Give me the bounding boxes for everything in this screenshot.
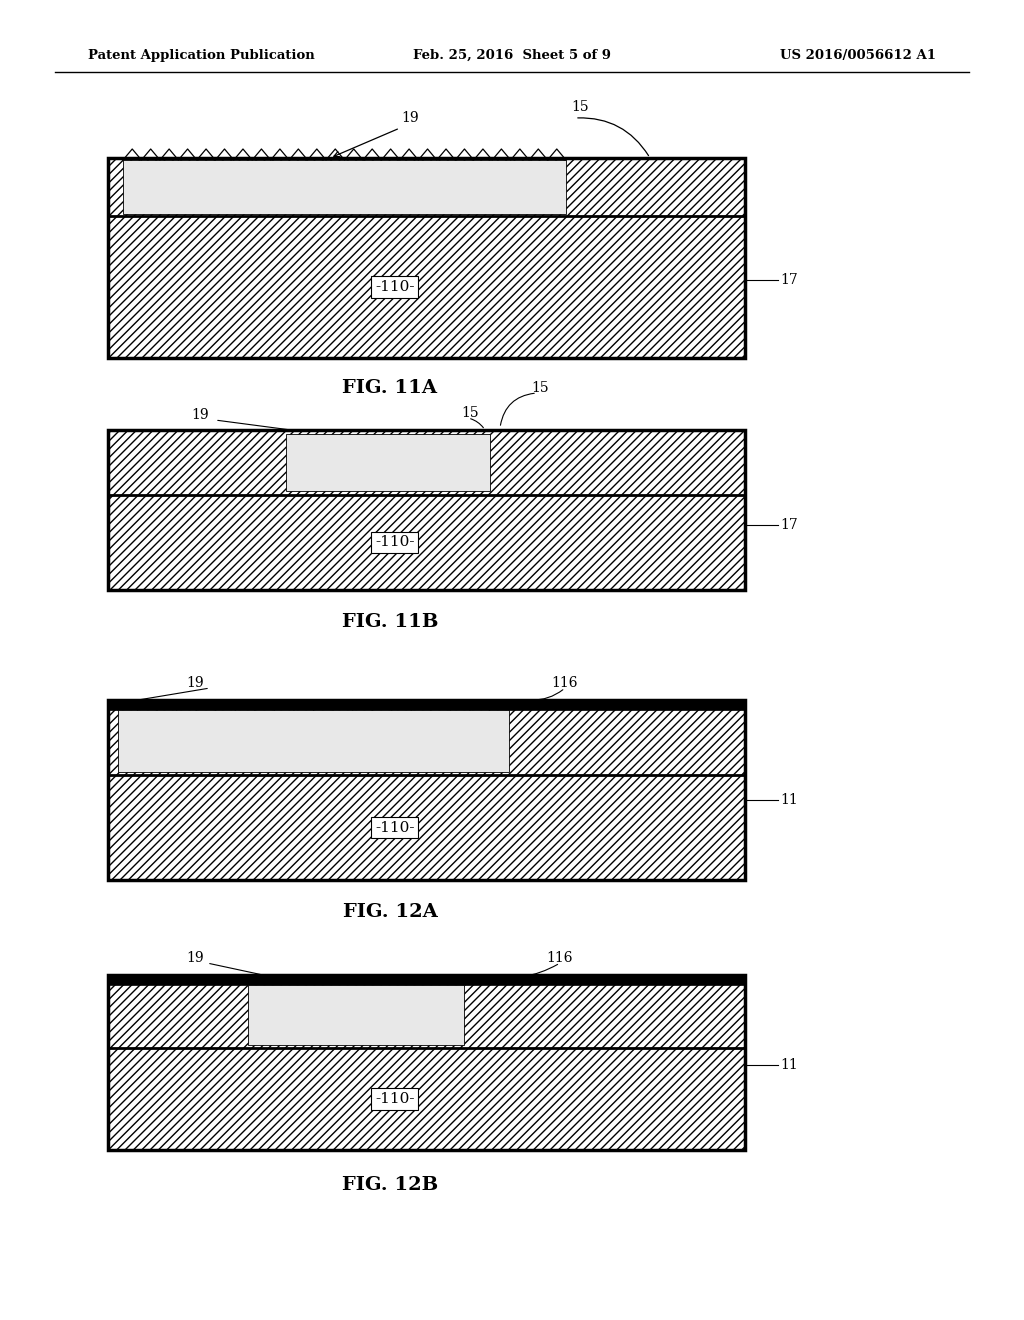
Bar xyxy=(108,975,745,985)
Text: 17: 17 xyxy=(780,517,798,532)
Text: 19: 19 xyxy=(186,950,204,965)
Text: FIG. 11B: FIG. 11B xyxy=(342,612,438,631)
Bar xyxy=(286,434,490,491)
Bar xyxy=(108,700,745,775)
Bar xyxy=(108,495,745,590)
Text: -110-: -110- xyxy=(375,1092,415,1106)
Text: -110-: -110- xyxy=(375,821,415,834)
Bar xyxy=(108,775,745,880)
Text: 11: 11 xyxy=(780,793,798,807)
Bar xyxy=(108,700,745,880)
Text: 15: 15 xyxy=(571,100,589,114)
Text: 19: 19 xyxy=(191,408,209,422)
Text: 116: 116 xyxy=(552,676,579,690)
Bar xyxy=(108,700,745,710)
Text: Feb. 25, 2016  Sheet 5 of 9: Feb. 25, 2016 Sheet 5 of 9 xyxy=(413,49,611,62)
Text: 11: 11 xyxy=(780,1059,798,1072)
Bar xyxy=(108,975,745,1048)
Bar xyxy=(108,158,745,358)
Text: FIG. 12A: FIG. 12A xyxy=(343,903,437,921)
Text: 116: 116 xyxy=(547,950,573,965)
Text: FIG. 11A: FIG. 11A xyxy=(342,379,437,397)
Bar xyxy=(108,975,745,1150)
Text: -110-: -110- xyxy=(375,280,415,294)
Bar xyxy=(118,710,509,772)
Bar xyxy=(108,1048,745,1150)
Text: 15: 15 xyxy=(531,381,549,395)
Bar xyxy=(108,430,745,495)
Text: 15: 15 xyxy=(461,407,479,420)
Text: -110-: -110- xyxy=(375,536,415,549)
Text: 17: 17 xyxy=(780,273,798,286)
Text: Patent Application Publication: Patent Application Publication xyxy=(88,49,314,62)
Text: 19: 19 xyxy=(401,111,419,125)
Bar xyxy=(108,430,745,590)
Text: FIG. 12B: FIG. 12B xyxy=(342,1176,438,1195)
Text: 19: 19 xyxy=(186,676,204,690)
Bar xyxy=(108,158,745,216)
Text: US 2016/0056612 A1: US 2016/0056612 A1 xyxy=(780,49,936,62)
Bar xyxy=(123,160,566,214)
Bar xyxy=(248,985,464,1045)
Bar xyxy=(108,216,745,358)
